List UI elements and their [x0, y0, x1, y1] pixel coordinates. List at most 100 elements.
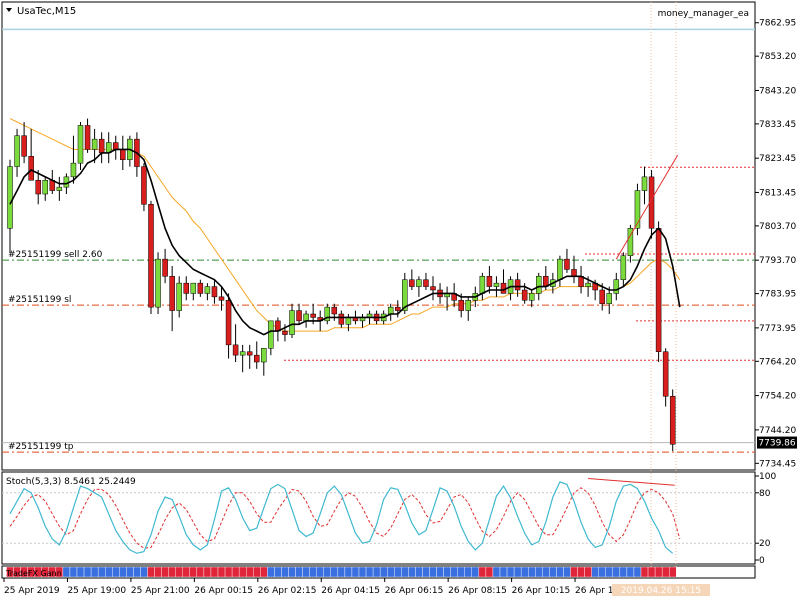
bull-candle[interactable] — [387, 306, 394, 315]
bear-candle[interactable] — [162, 258, 168, 277]
bull-candle[interactable] — [528, 293, 535, 301]
bull-candle[interactable] — [7, 166, 13, 229]
bear-candle[interactable] — [564, 258, 570, 270]
bull-candle[interactable] — [536, 276, 542, 294]
bear-candle[interactable] — [486, 276, 493, 287]
gann-bar — [189, 566, 198, 578]
bear-candle[interactable] — [98, 138, 105, 154]
bear-candle[interactable] — [232, 344, 239, 356]
bear-candle[interactable] — [599, 289, 605, 304]
bear-candle[interactable] — [28, 156, 34, 181]
bear-candle[interactable] — [395, 306, 401, 311]
bull-candle[interactable] — [239, 351, 246, 356]
y-tick-label: 7793.70 — [759, 256, 796, 266]
bear-candle[interactable] — [282, 330, 288, 335]
bear-candle[interactable] — [423, 279, 429, 287]
bear-candle[interactable] — [35, 180, 41, 195]
bear-candle[interactable] — [113, 142, 119, 150]
bull-candle[interactable] — [204, 286, 211, 294]
bear-candle[interactable] — [197, 282, 204, 294]
bull-candle[interactable] — [14, 135, 20, 167]
dropdown-triangle-icon[interactable] — [6, 8, 12, 12]
bull-candle[interactable] — [70, 162, 77, 178]
bear-candle[interactable] — [246, 351, 253, 356]
bull-candle[interactable] — [641, 176, 648, 191]
gann-bar — [570, 566, 578, 578]
bear-candle[interactable] — [211, 286, 218, 298]
bear-candle[interactable] — [521, 289, 528, 301]
bear-candle[interactable] — [148, 204, 154, 308]
bear-candle[interactable] — [21, 135, 27, 157]
x-tick-label: 25 Apr 19:00 — [67, 586, 126, 596]
bull-candle[interactable] — [56, 186, 63, 191]
trend-annotation-line[interactable] — [615, 154, 679, 260]
gann-bar — [358, 566, 367, 578]
bull-candle[interactable] — [91, 138, 98, 150]
bull-candle[interactable] — [493, 282, 500, 287]
bear-candle[interactable] — [183, 282, 189, 294]
bull-candle[interactable] — [77, 125, 84, 164]
x-tick-label: 26 Apr 08:15 — [448, 586, 507, 596]
bull-candle[interactable] — [402, 279, 408, 311]
gann-bar — [344, 566, 353, 578]
bear-candle[interactable] — [310, 313, 316, 318]
bull-candle[interactable] — [620, 255, 627, 280]
bull-candle[interactable] — [634, 190, 641, 229]
bear-candle[interactable] — [648, 176, 655, 229]
gann-bar — [647, 566, 656, 578]
bear-candle[interactable] — [218, 296, 225, 301]
bear-candle[interactable] — [514, 279, 521, 291]
gann-bar — [83, 566, 92, 578]
bull-candle[interactable] — [585, 282, 591, 287]
bear-candle[interactable] — [669, 396, 676, 445]
gann-bar — [182, 566, 191, 578]
bear-candle[interactable] — [430, 286, 436, 291]
bull-candle[interactable] — [303, 313, 309, 322]
bear-candle[interactable] — [169, 276, 175, 311]
stoch-divergence-line[interactable] — [588, 478, 675, 486]
bear-candle[interactable] — [458, 300, 464, 311]
gann-bar — [168, 566, 176, 578]
bull-candle[interactable] — [416, 279, 422, 287]
bull-candle[interactable] — [324, 306, 330, 322]
gann-bar — [577, 566, 585, 578]
bear-candle[interactable] — [662, 351, 669, 397]
gann-bar — [175, 566, 183, 578]
bear-candle[interactable] — [338, 313, 345, 325]
y-tick-label: 7813.45 — [759, 188, 796, 198]
bear-candle[interactable] — [571, 269, 577, 277]
bear-candle[interactable] — [409, 279, 415, 287]
bull-candle[interactable] — [465, 300, 471, 311]
gann-bar — [295, 566, 303, 578]
bull-candle[interactable] — [613, 279, 620, 294]
gann-bar — [302, 566, 310, 578]
bull-candle[interactable] — [268, 320, 274, 349]
bull-candle[interactable] — [42, 180, 48, 195]
gann-bar — [401, 566, 409, 578]
bull-candle[interactable] — [606, 293, 612, 304]
bull-candle[interactable] — [155, 258, 161, 308]
bull-candle[interactable] — [261, 348, 267, 363]
gann-bar — [62, 566, 71, 578]
bear-candle[interactable] — [84, 125, 91, 150]
bear-candle[interactable] — [331, 306, 338, 315]
gann-bar — [528, 566, 536, 578]
bull-candle[interactable] — [627, 228, 634, 256]
gann-strip — [6, 566, 677, 578]
bear-candle[interactable] — [225, 300, 232, 346]
bull-candle[interactable] — [190, 282, 197, 294]
bull-candle[interactable] — [176, 282, 182, 311]
bear-candle[interactable] — [655, 228, 662, 352]
bull-candle[interactable] — [479, 276, 486, 294]
bull-candle[interactable] — [289, 310, 295, 335]
gann-bar — [104, 566, 113, 578]
bear-candle[interactable] — [296, 310, 302, 322]
x-tick-label: 26 Apr 10:15 — [512, 586, 571, 596]
bear-candle[interactable] — [141, 166, 147, 205]
bear-candle[interactable] — [254, 354, 260, 363]
bull-candle[interactable] — [557, 258, 563, 280]
bear-candle[interactable] — [120, 149, 126, 160]
bull-candle[interactable] — [345, 317, 352, 325]
